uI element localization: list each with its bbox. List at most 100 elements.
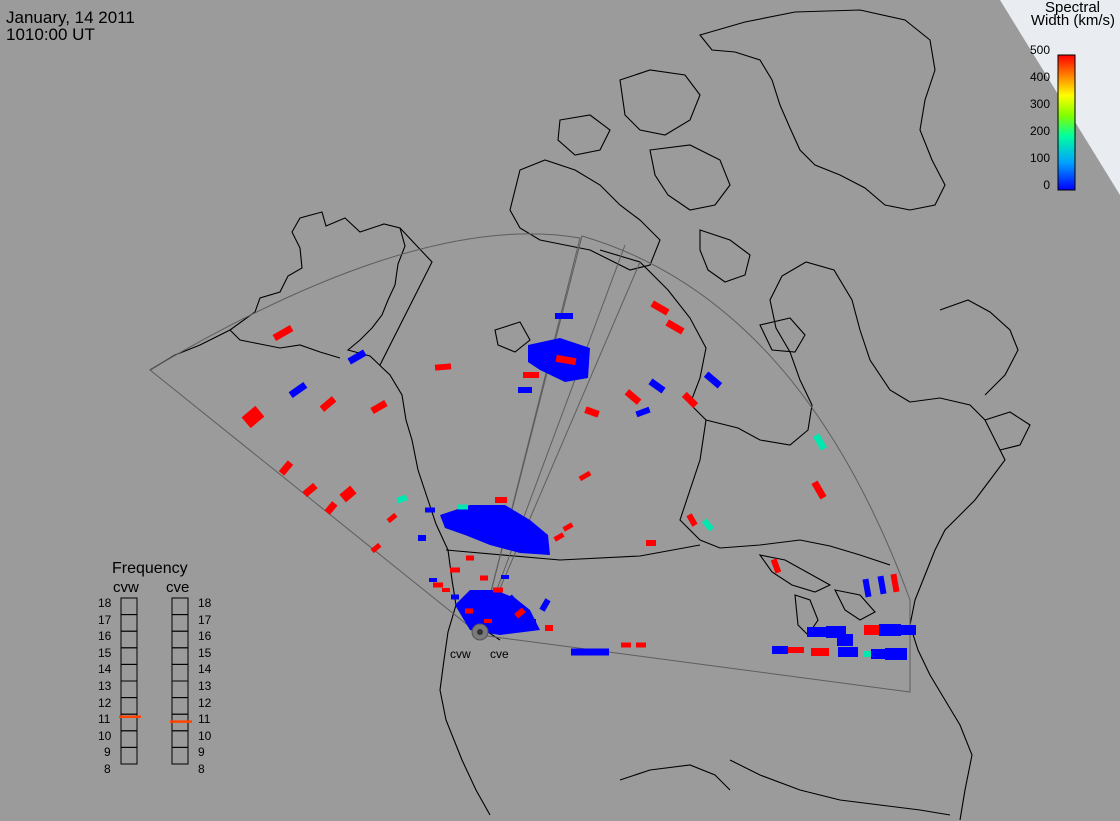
frequency-tick-left: 12 [98, 696, 112, 710]
scatter-cell [434, 363, 452, 371]
scatter-cell [862, 578, 872, 598]
scatter-cell [890, 573, 900, 593]
scatter-cell [450, 567, 460, 573]
radar-cells [241, 300, 916, 660]
scatter-cell [386, 512, 398, 524]
scatter-cell [864, 625, 886, 635]
scatter-cell [681, 391, 699, 409]
frequency-gauge-box [120, 614, 138, 632]
frequency-gauge-box [171, 697, 189, 715]
scatter-cell [807, 627, 827, 637]
scatter-cell [885, 648, 907, 660]
scatter-cell [288, 381, 308, 399]
scatter-cell [553, 532, 565, 542]
scatter-cell [665, 319, 685, 335]
scatter-cell [451, 594, 459, 600]
frequency-gauge-box [120, 663, 138, 682]
colorbar-tick: 200 [1029, 124, 1050, 138]
scatter-cell [838, 647, 858, 657]
frequency-tick-left: 18 [98, 596, 112, 610]
scatter-cell [272, 324, 294, 342]
frequency-tick-right: 16 [198, 629, 212, 643]
fields-of-view [149, 233, 911, 693]
scatter-cell [370, 542, 382, 554]
scatter-cell [770, 558, 782, 574]
frequency-tick-right: 11 [198, 712, 211, 726]
frequency-tick-left: 17 [98, 613, 112, 627]
scatter-cell [429, 578, 437, 582]
scatter-cell [370, 399, 388, 415]
frequency-gauge-box [171, 663, 189, 682]
scatter-cells [440, 338, 590, 635]
scatter-cluster [440, 505, 550, 555]
frequency-tick-left: 8 [104, 762, 111, 776]
frequency-tick-right: 13 [198, 679, 212, 693]
scatter-cell [528, 619, 536, 623]
scatter-cluster [455, 590, 540, 635]
frequency-tick-left: 14 [98, 662, 112, 676]
frequency-gauge-box [120, 680, 138, 699]
scatter-cell [278, 460, 294, 476]
scatter-cell [319, 396, 337, 412]
scatter-cell [650, 300, 670, 316]
frequency-gauge-box [120, 697, 138, 715]
scatter-cell [465, 608, 473, 614]
date-label: January, 14 2011 [6, 8, 135, 27]
scatter-cell [877, 575, 887, 595]
scatter-cell [347, 349, 367, 365]
scatter-cell [703, 371, 723, 389]
scatter-cell [646, 540, 656, 546]
frequency-tick-right: 10 [198, 729, 212, 743]
frequency-gauge-box [171, 597, 189, 616]
colorbar [1057, 54, 1076, 191]
scatter-cell [425, 507, 435, 513]
colorbar-tick: 0 [1043, 178, 1050, 192]
scatter-cell [811, 648, 829, 656]
scatter-cell [501, 575, 509, 579]
frequency-gauge-box [171, 614, 189, 632]
frequency-tick-right: 18 [198, 596, 212, 610]
scatter-cell [555, 313, 573, 319]
scatter-cell [458, 504, 468, 510]
scatter-cell [648, 378, 666, 394]
time-label: 1010:00 UT [6, 25, 95, 44]
frequency-gauge-box [171, 730, 189, 748]
colorbar-tick: 400 [1029, 70, 1050, 84]
frequency-gauge-box [120, 647, 138, 665]
scatter-cell [545, 625, 553, 631]
frequency-tick-left: 9 [104, 745, 111, 759]
scatter-cell [539, 598, 551, 612]
frequency-tick-right: 15 [198, 646, 212, 660]
scatter-cell [701, 518, 715, 532]
radar-sites [471, 623, 489, 641]
frequency-tick-left: 13 [98, 679, 112, 693]
frequency-gauge-box [120, 630, 138, 649]
frequency-tick-left: 10 [98, 729, 112, 743]
scatter-cell [686, 513, 698, 527]
scatter-cell [635, 406, 651, 418]
colorbar-tick: 100 [1029, 151, 1050, 165]
radar-label-cve: cve [490, 647, 509, 661]
scatter-cell [811, 480, 827, 500]
frequency-tick-right: 17 [198, 613, 212, 627]
scatter-cell [636, 642, 646, 648]
colorbar-tick: 500 [1029, 43, 1050, 57]
frequency-gauge-box [120, 597, 138, 616]
frequency-gauges [119, 597, 192, 765]
frequency-title: Frequency [112, 560, 188, 577]
scatter-cell [466, 555, 474, 561]
frequency-tick-right: 12 [198, 696, 212, 710]
scatter-cell [433, 582, 443, 588]
scatter-cell [571, 648, 609, 656]
scatter-cell [894, 625, 916, 635]
colorbar-title-line2: Width (km/s) [1030, 12, 1115, 29]
scatter-cell [523, 372, 539, 378]
frequency-tick-right: 8 [198, 762, 205, 776]
scatter-cell [302, 482, 318, 498]
frequency-tick-right: 14 [198, 662, 212, 676]
scatter-cell [514, 607, 526, 619]
scatter-cell [518, 387, 532, 393]
scatter-cell [584, 406, 600, 418]
frequency-tick-left: 11 [98, 712, 111, 726]
